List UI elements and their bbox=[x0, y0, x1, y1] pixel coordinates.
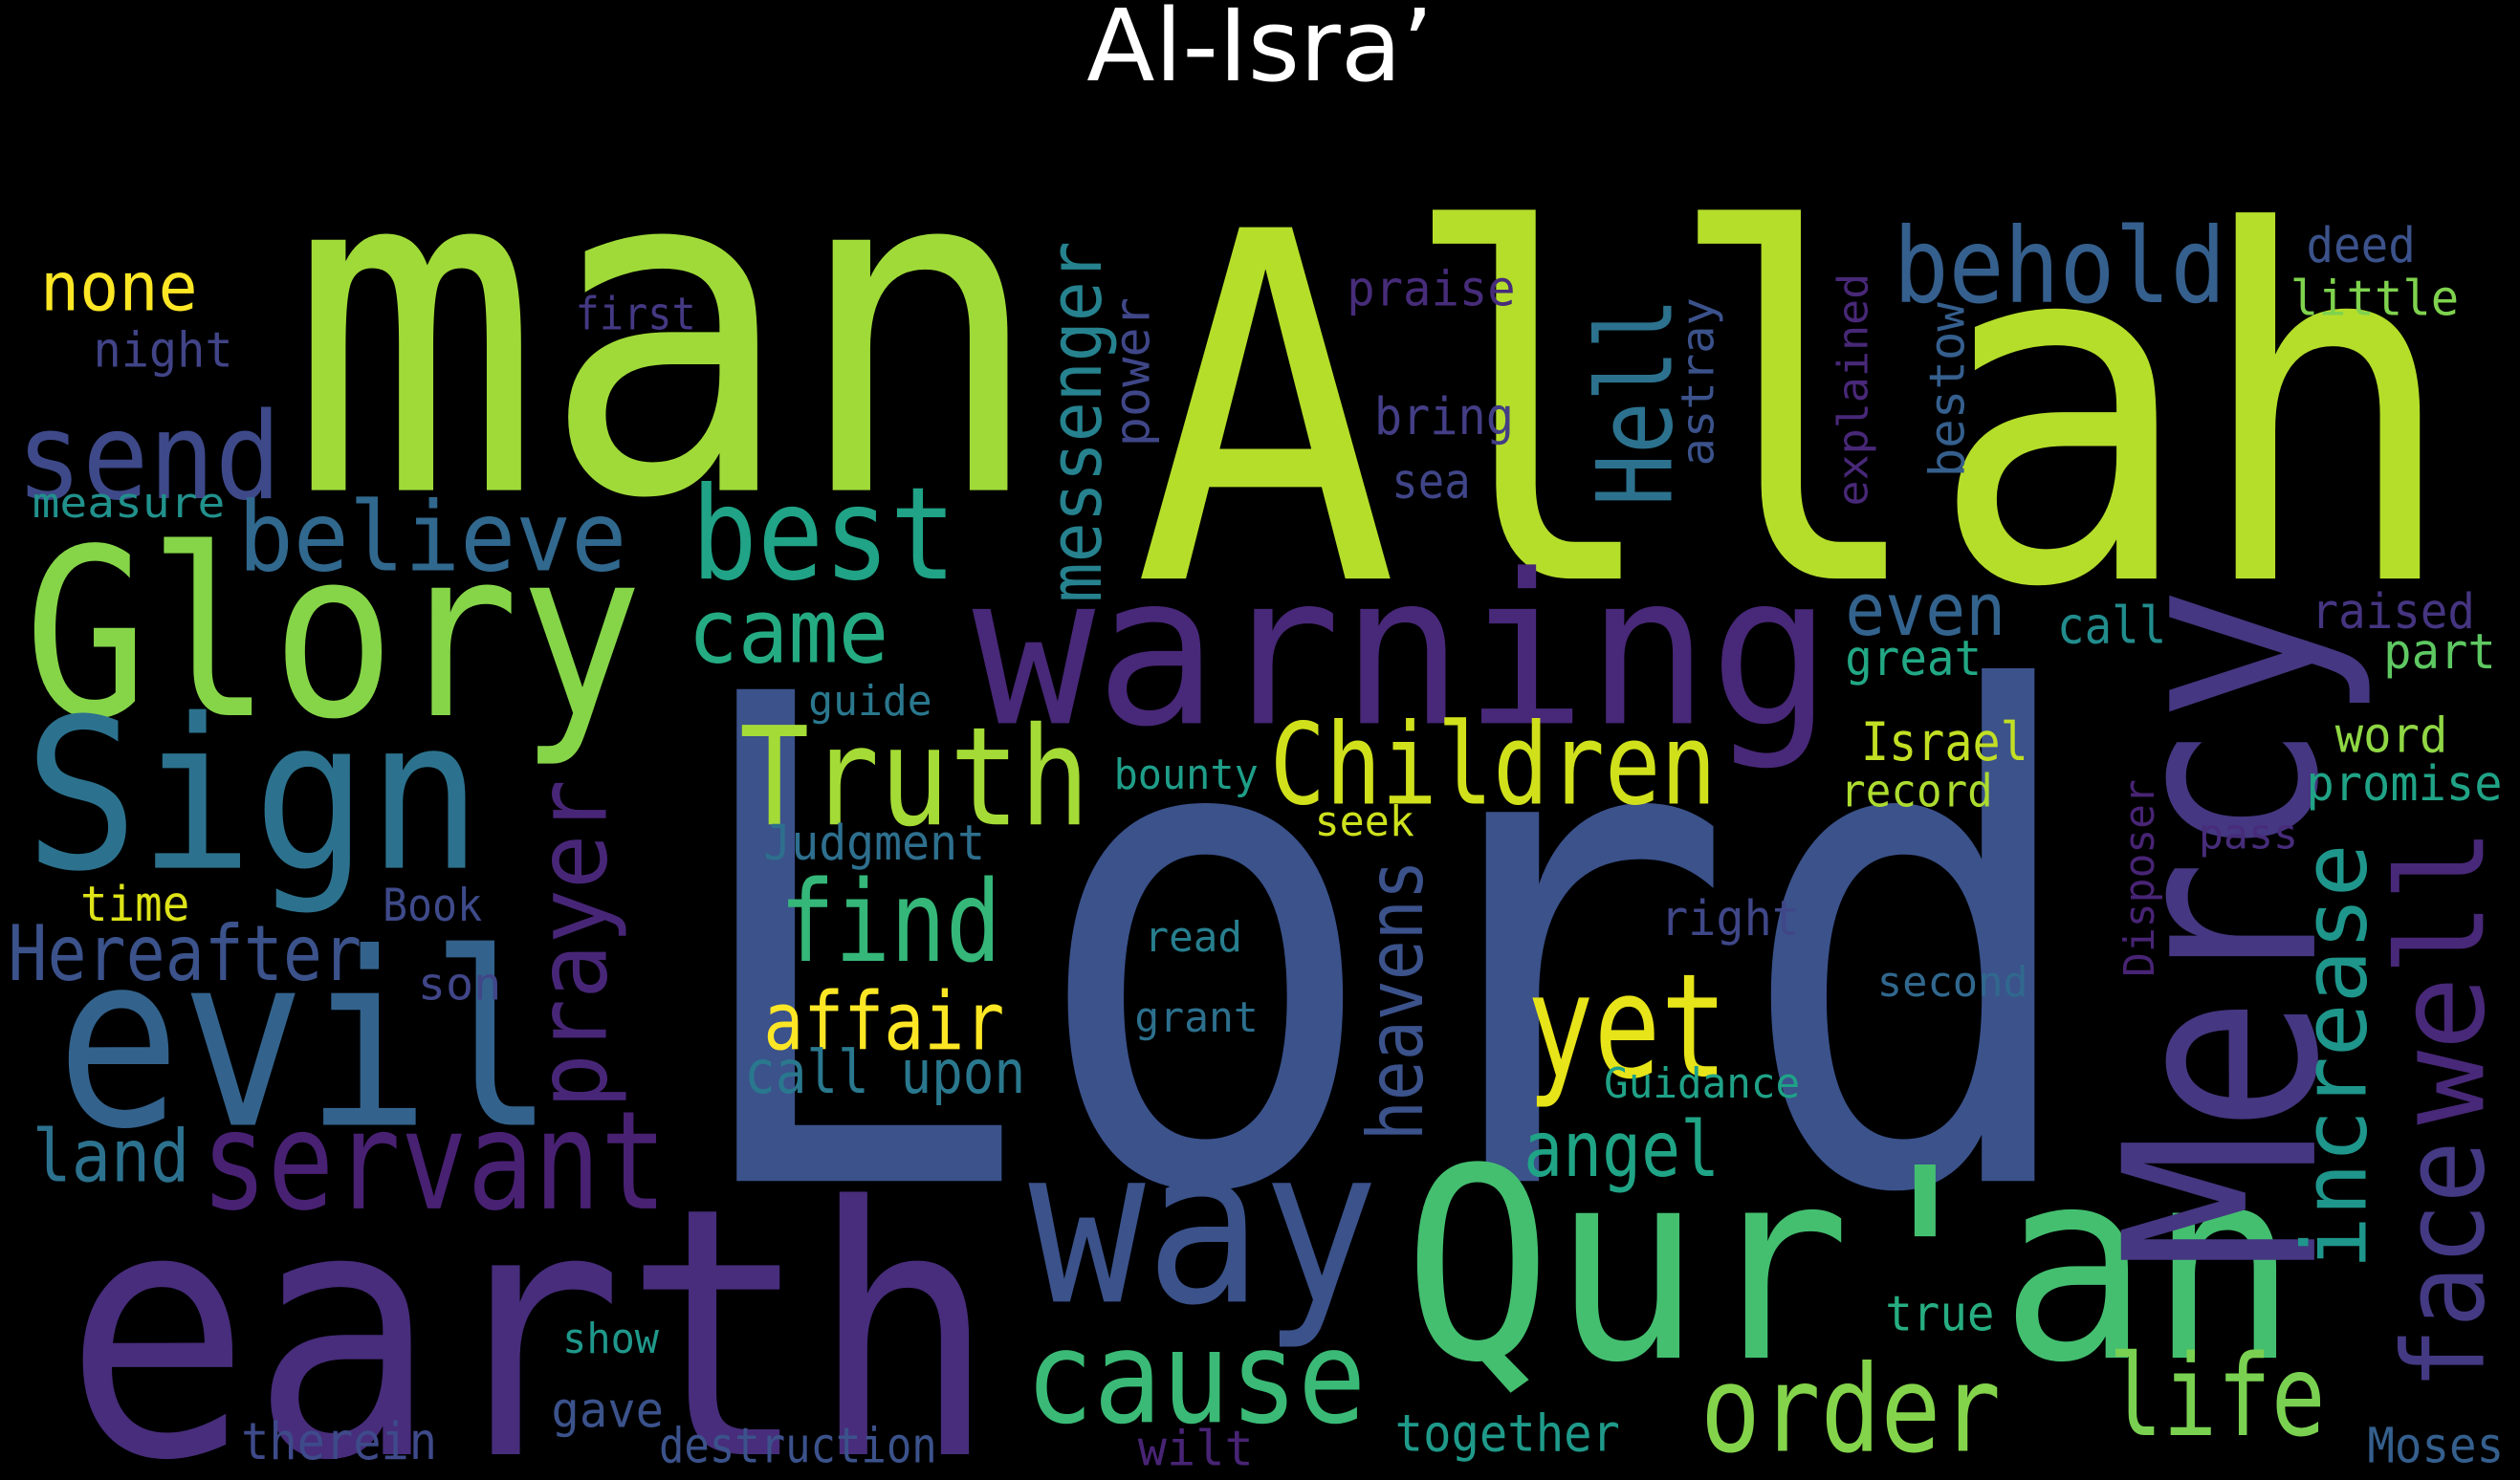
word: Mercy bbox=[2070, 587, 2378, 1270]
word: cause bbox=[1025, 1302, 1366, 1452]
word: therein bbox=[241, 1411, 437, 1471]
word: Guidance bbox=[1604, 1059, 1800, 1108]
word: send bbox=[16, 386, 281, 527]
word: night bbox=[93, 321, 232, 378]
word: right bbox=[1660, 890, 1800, 947]
word: life bbox=[2109, 1331, 2326, 1462]
word: power bbox=[1105, 297, 1161, 446]
word: Truth bbox=[739, 697, 1089, 857]
word: Judgment bbox=[763, 815, 985, 871]
word: even bbox=[1845, 568, 2005, 652]
word: first bbox=[576, 289, 696, 341]
word: land bbox=[33, 1114, 190, 1198]
word: true bbox=[1885, 1286, 1994, 1342]
word: bounty bbox=[1114, 751, 1259, 799]
word: man bbox=[289, 65, 1044, 599]
word: Qur'an bbox=[1403, 1113, 2298, 1421]
word: prayer bbox=[516, 779, 629, 1108]
word: angel bbox=[1523, 1105, 1720, 1195]
word: bestow bbox=[1919, 301, 1976, 477]
word: measure bbox=[33, 479, 226, 528]
word: little bbox=[2290, 271, 2459, 327]
word: Lord bbox=[675, 555, 2090, 1340]
word: sea bbox=[1391, 453, 1470, 510]
word: son bbox=[418, 958, 501, 1011]
word: destruction bbox=[659, 1417, 937, 1473]
word: Disposer bbox=[2115, 779, 2164, 977]
word: second bbox=[1877, 958, 2028, 1007]
word: astray bbox=[1672, 297, 1724, 466]
word: Glory bbox=[24, 500, 643, 771]
word: praise bbox=[1347, 260, 1515, 316]
word: increase bbox=[2284, 843, 2387, 1269]
word: show bbox=[562, 1315, 659, 1363]
word: believe bbox=[238, 481, 627, 594]
word: deed bbox=[2306, 217, 2415, 273]
word: find bbox=[779, 857, 1001, 988]
word: part bbox=[2383, 623, 2496, 680]
word: call bbox=[2057, 595, 2166, 655]
word: evil bbox=[56, 902, 555, 1182]
word: Moses bbox=[2367, 1417, 2504, 1473]
word: behold bbox=[1894, 206, 2226, 327]
word: affair bbox=[763, 974, 1004, 1068]
word: wilt bbox=[1138, 1421, 1254, 1477]
word: call upon bbox=[744, 1037, 1025, 1107]
word: guide bbox=[808, 677, 931, 726]
word: well bbox=[2371, 828, 2511, 1125]
word: warning bbox=[973, 529, 1832, 773]
word: servant bbox=[201, 1081, 667, 1241]
word: read bbox=[1145, 913, 1243, 962]
word: messenger bbox=[1034, 241, 1118, 602]
word: Israel bbox=[1861, 712, 2028, 773]
word: explained bbox=[1830, 273, 1878, 507]
word: raised bbox=[2312, 583, 2475, 640]
word: gave bbox=[551, 1382, 664, 1438]
word: Sign bbox=[24, 674, 482, 918]
word: heavens bbox=[1351, 860, 1441, 1141]
word: earth bbox=[64, 1135, 997, 1480]
word: Hereafter bbox=[8, 909, 362, 999]
word: Hell bbox=[1575, 297, 1697, 506]
word: together bbox=[1395, 1404, 1620, 1464]
word: Book bbox=[383, 880, 482, 932]
word: Children bbox=[1270, 699, 1717, 830]
word: way bbox=[1029, 1099, 1379, 1353]
word: grant bbox=[1134, 993, 1258, 1042]
word: none bbox=[40, 247, 198, 326]
word: Allah bbox=[1133, 131, 2459, 692]
word: seek bbox=[1315, 797, 1414, 846]
word: promise bbox=[2306, 755, 2502, 812]
word: best bbox=[691, 459, 956, 609]
word: came bbox=[688, 579, 888, 683]
word: order bbox=[1700, 1339, 2001, 1480]
word: bring bbox=[1374, 386, 1514, 446]
word: record bbox=[1840, 766, 1993, 818]
word: yet bbox=[1526, 943, 1727, 1111]
chart-title: Al-Isra’ bbox=[1086, 0, 1434, 104]
word: face bbox=[2378, 1141, 2509, 1389]
word: great bbox=[1845, 630, 1982, 686]
word: time bbox=[80, 876, 189, 932]
word: pass bbox=[2199, 810, 2298, 859]
word: word bbox=[2335, 707, 2448, 764]
